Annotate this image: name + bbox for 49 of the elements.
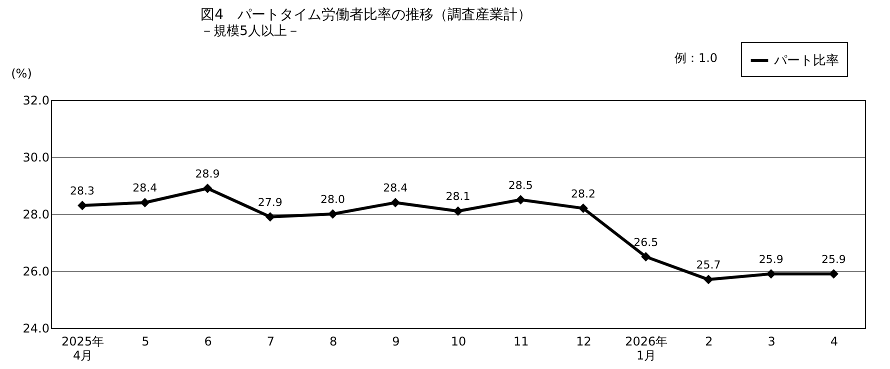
point (328, 209, 338, 219)
data-label: 26.5 (634, 236, 658, 249)
chart-subtitle: －規模5人以上－ (200, 24, 300, 39)
point (766, 269, 776, 279)
x-tick-label: 3 (768, 334, 776, 348)
data-label: 25.7 (696, 258, 721, 272)
point (578, 204, 588, 214)
data-label: 28.5 (508, 178, 533, 192)
data-label: 28.4 (132, 182, 158, 195)
x-tick-label: 5 (142, 334, 150, 348)
x-tick-label: 2 (705, 334, 713, 348)
point (202, 184, 212, 194)
data-label: 28.2 (570, 187, 596, 200)
point (390, 198, 400, 208)
point (140, 198, 150, 208)
text: 例：1.0 (674, 51, 718, 65)
x-tick-label: 10 (450, 334, 466, 348)
x-tick-label: 2026年 1月 (625, 334, 668, 362)
data-label: 27.9 (258, 196, 282, 209)
y-tick-label: 26.0 (22, 264, 50, 278)
x-tick-label: 4 (830, 334, 838, 348)
data-label: 28.3 (70, 184, 95, 198)
data-label: 28.4 (383, 182, 408, 195)
point (704, 274, 714, 284)
x-tick-label: 2025年 4月 (62, 334, 104, 362)
point (641, 252, 651, 262)
data-label: 28.0 (320, 193, 346, 206)
legend-label: パート比率 (773, 52, 839, 68)
point (265, 212, 275, 222)
x-tick-label: 9 (392, 334, 400, 348)
point (453, 206, 463, 216)
data-label: 28.1 (446, 190, 470, 204)
x-tick-label: 7 (266, 334, 274, 348)
point (828, 269, 838, 279)
chart-title: 図4 パートタイム労働者比率の推移（調査産業計） (200, 7, 532, 23)
y-tick-label: 24.0 (22, 322, 50, 336)
point (78, 200, 88, 210)
y-tick-label: 30.0 (22, 150, 50, 164)
x-tick-label: 8 (329, 334, 338, 348)
y-tick-label: 32.0 (22, 94, 50, 108)
point (516, 195, 526, 204)
y-axis-title: (%) (11, 66, 32, 80)
data-label: 25.9 (758, 252, 784, 266)
data-label: 25.9 (821, 252, 846, 266)
y-tick-label: 28.0 (22, 208, 50, 222)
x-tick-label: 11 (513, 334, 529, 348)
data-label: 28.9 (195, 167, 220, 180)
x-tick-label: 12 (576, 334, 592, 348)
x-tick-label: 6 (204, 334, 212, 348)
